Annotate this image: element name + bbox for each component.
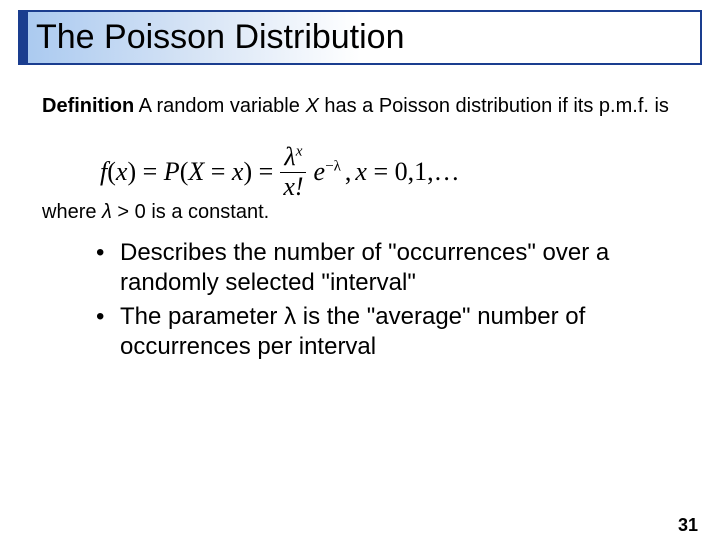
definition-label: Definition <box>42 95 134 117</box>
formula-factorial: x! <box>283 172 303 201</box>
bullet-list: Describes the number of "occurrences" ov… <box>42 238 678 362</box>
formula-eq-inner: = <box>204 157 232 186</box>
bullet-item: The parameter λ is the "average" number … <box>96 302 678 362</box>
formula-exp: e−λ <box>314 157 341 187</box>
formula: f(x) = P(X = x) = λx x! e−λ , x = 0,1,… <box>100 143 678 201</box>
definition-text-2: has a Poisson distribution if its p.m.f.… <box>319 95 669 117</box>
title-bar: The Poisson Distribution <box>20 12 700 63</box>
formula-domain: x = 0,1,… <box>355 157 459 187</box>
slide-title: The Poisson Distribution <box>36 18 690 57</box>
formula-x1: x <box>116 157 128 186</box>
formula-x2: x <box>232 157 244 186</box>
formula-numerator: λx <box>280 143 306 173</box>
formula-domain-vals: = 0,1,… <box>367 157 460 186</box>
formula-e: e <box>314 157 326 186</box>
formula-eq2: = <box>252 157 273 186</box>
formula-x-sup: x <box>296 143 303 159</box>
formula-fraction: λx x! <box>279 143 307 201</box>
title-accent-bar <box>20 12 28 63</box>
formula-neg-lambda: −λ <box>325 158 341 174</box>
where-clause: where λ > 0 is a constant. <box>42 201 678 224</box>
formula-eq1: = <box>136 157 164 186</box>
where-suffix: > 0 is a constant. <box>112 201 269 223</box>
title-container: The Poisson Distribution <box>18 10 702 65</box>
bullet-item: Describes the number of "occurrences" ov… <box>96 238 678 298</box>
formula-f: f <box>100 157 107 186</box>
formula-lambda: λ <box>284 142 295 171</box>
formula-lhs: f(x) = P(X = x) = <box>100 157 273 187</box>
formula-denominator: x! <box>279 173 307 202</box>
definition-text-1: A random variable <box>134 95 305 117</box>
where-prefix: where <box>42 201 102 223</box>
page-number: 31 <box>678 515 698 536</box>
content-area: Definition A random variable X has a Poi… <box>0 65 720 362</box>
where-lambda: λ <box>102 201 112 223</box>
formula-x3: x <box>355 157 367 186</box>
formula-X: X <box>188 157 204 186</box>
formula-comma: , <box>345 157 352 187</box>
definition-paragraph: Definition A random variable X has a Poi… <box>42 93 678 119</box>
formula-P: P <box>164 157 180 186</box>
definition-var-X: X <box>305 95 318 117</box>
